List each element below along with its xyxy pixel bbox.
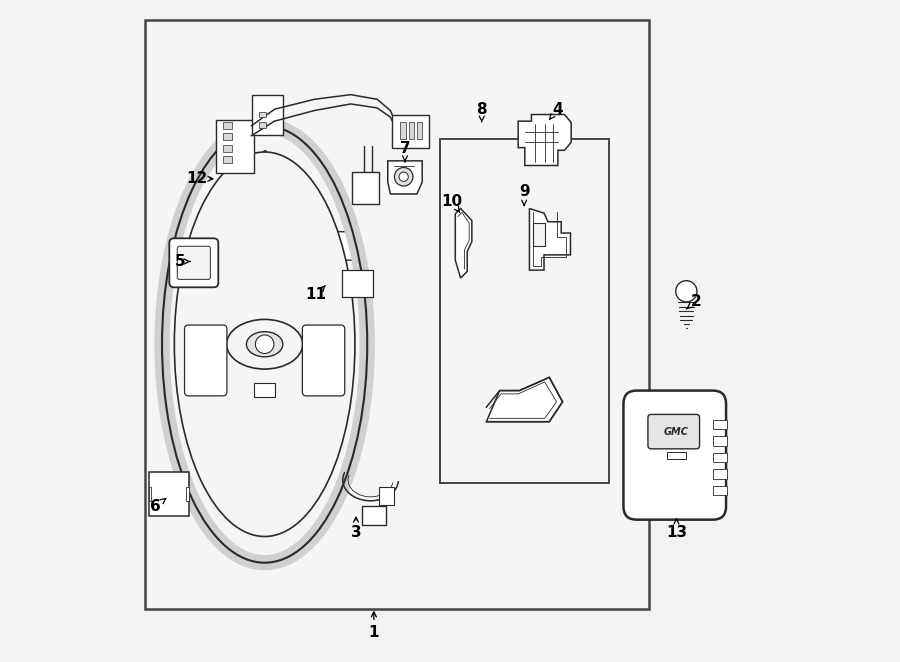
- FancyBboxPatch shape: [184, 325, 227, 396]
- FancyBboxPatch shape: [148, 472, 188, 516]
- FancyBboxPatch shape: [342, 270, 373, 297]
- Polygon shape: [388, 161, 422, 194]
- Polygon shape: [529, 209, 571, 270]
- Bar: [440, 139, 609, 483]
- Text: 5: 5: [175, 254, 185, 269]
- Bar: [667, 452, 686, 459]
- Text: 13: 13: [666, 526, 687, 540]
- Text: 7: 7: [400, 142, 410, 156]
- Bar: [713, 469, 727, 479]
- Polygon shape: [486, 377, 562, 422]
- Text: 2: 2: [691, 294, 702, 308]
- Text: 1: 1: [369, 625, 379, 639]
- FancyBboxPatch shape: [392, 115, 429, 148]
- FancyBboxPatch shape: [362, 506, 386, 525]
- Ellipse shape: [175, 152, 355, 536]
- Bar: [713, 420, 727, 429]
- FancyBboxPatch shape: [216, 120, 254, 173]
- Bar: [223, 156, 232, 163]
- Circle shape: [394, 167, 413, 186]
- Circle shape: [256, 335, 274, 354]
- Bar: [713, 453, 727, 462]
- Bar: [713, 486, 727, 495]
- Bar: [148, 487, 151, 501]
- Text: 3: 3: [351, 526, 361, 540]
- Ellipse shape: [247, 332, 283, 357]
- Text: 6: 6: [150, 499, 161, 514]
- Polygon shape: [318, 232, 361, 287]
- Text: 11: 11: [306, 287, 327, 302]
- FancyBboxPatch shape: [177, 246, 211, 279]
- Bar: [534, 223, 545, 246]
- Bar: [409, 122, 414, 139]
- Polygon shape: [455, 209, 472, 278]
- FancyBboxPatch shape: [352, 172, 379, 204]
- Text: GMC: GMC: [664, 426, 689, 437]
- Bar: [223, 133, 232, 140]
- Text: 4: 4: [552, 102, 562, 117]
- Polygon shape: [518, 115, 572, 166]
- FancyBboxPatch shape: [648, 414, 699, 449]
- Ellipse shape: [227, 320, 302, 369]
- Bar: [223, 145, 232, 152]
- FancyBboxPatch shape: [252, 95, 283, 135]
- Bar: [417, 122, 422, 139]
- Bar: [259, 112, 266, 117]
- Bar: [146, 20, 649, 609]
- Bar: [259, 122, 266, 128]
- Bar: [254, 383, 275, 397]
- FancyBboxPatch shape: [169, 238, 219, 287]
- Bar: [400, 122, 406, 139]
- Bar: [223, 122, 232, 129]
- Text: 8: 8: [476, 102, 487, 117]
- Circle shape: [399, 172, 409, 181]
- FancyBboxPatch shape: [379, 487, 394, 505]
- Text: 12: 12: [186, 171, 208, 186]
- FancyBboxPatch shape: [302, 325, 345, 396]
- Bar: [186, 487, 188, 501]
- FancyBboxPatch shape: [624, 391, 726, 520]
- Circle shape: [676, 281, 697, 302]
- Text: 9: 9: [518, 185, 529, 199]
- Text: 10: 10: [441, 195, 463, 209]
- Bar: [713, 436, 727, 446]
